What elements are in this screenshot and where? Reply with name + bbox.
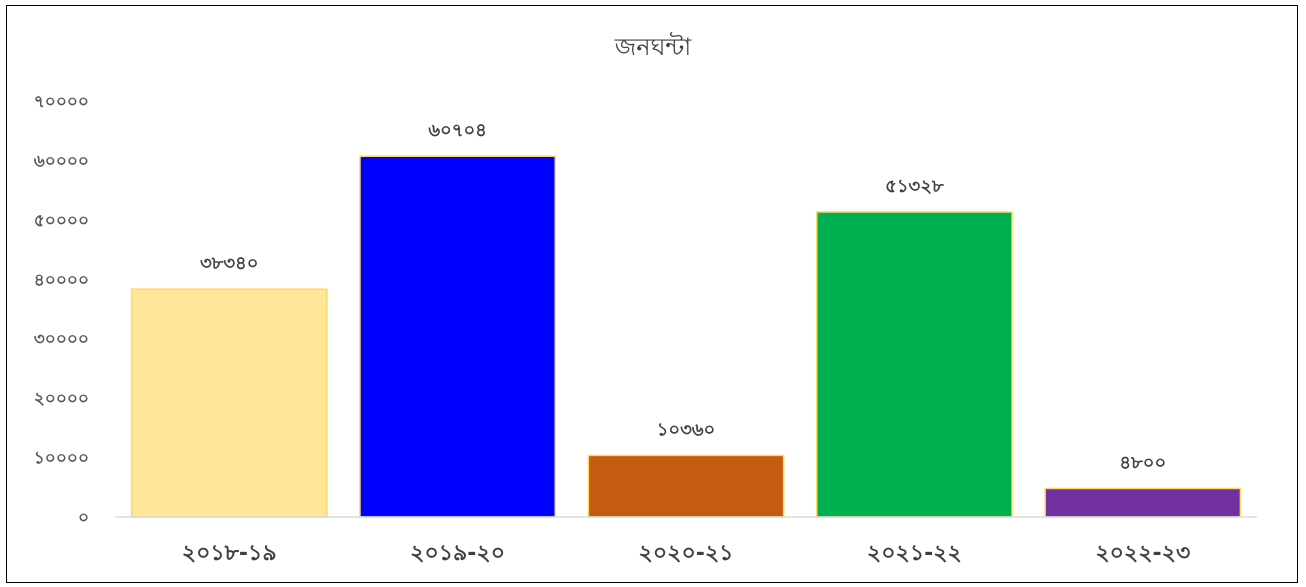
bar-1 xyxy=(130,288,328,518)
bar-2 xyxy=(359,155,556,518)
data-label: ৩৮৩৪০ xyxy=(200,253,258,274)
bar-4 xyxy=(816,211,1013,518)
y-tick-label: ৫০০০০ xyxy=(34,211,89,231)
x-tick-label: ২০১৮-১৯ xyxy=(182,541,277,566)
bars xyxy=(130,155,1242,518)
data-labels: ৩৮৩৪০ ৬০৭০৪ ১০৩৬০ ৫১৩২৮ ৪৮০০ xyxy=(200,120,1166,473)
x-tick-label: ২০২২-২৩ xyxy=(1095,541,1190,566)
data-label: ৫১৩২৮ xyxy=(885,176,944,197)
x-tick-label: ২০২০-২১ xyxy=(639,541,734,566)
x-tick-label: ২০১৯-২০ xyxy=(410,541,505,566)
data-label: ৪৮০০ xyxy=(1119,452,1166,473)
y-tick-label: ১০০০০ xyxy=(34,449,89,469)
y-axis-ticks: ০ ১০০০০ ২০০০০ ৩০০০০ ৪০০০০ ৫০০০০ ৬০০০০ ৭০০০০ xyxy=(34,92,89,528)
x-axis-ticks: ২০১৮-১৯ ২০১৯-২০ ২০২০-২১ ২০২১-২২ ২০২২-২৩ xyxy=(182,541,1191,566)
y-tick-label: ৩০০০০ xyxy=(34,330,89,350)
bar-3 xyxy=(587,454,785,518)
y-tick-label: ২০০০০ xyxy=(34,389,89,409)
bar-5 xyxy=(1044,487,1242,518)
y-tick-label: ৪০০০০ xyxy=(34,270,89,290)
y-tick-label: ৭০০০০ xyxy=(34,92,89,112)
chart-title: জনঘন্টা xyxy=(614,32,693,61)
data-label: ৬০৭০৪ xyxy=(428,120,487,141)
y-tick-label: ০ xyxy=(78,508,89,528)
x-tick-label: ২০২১-২২ xyxy=(867,541,962,566)
data-label: ১০৩৬০ xyxy=(657,419,716,440)
y-tick-label: ৬০০০০ xyxy=(34,151,89,171)
